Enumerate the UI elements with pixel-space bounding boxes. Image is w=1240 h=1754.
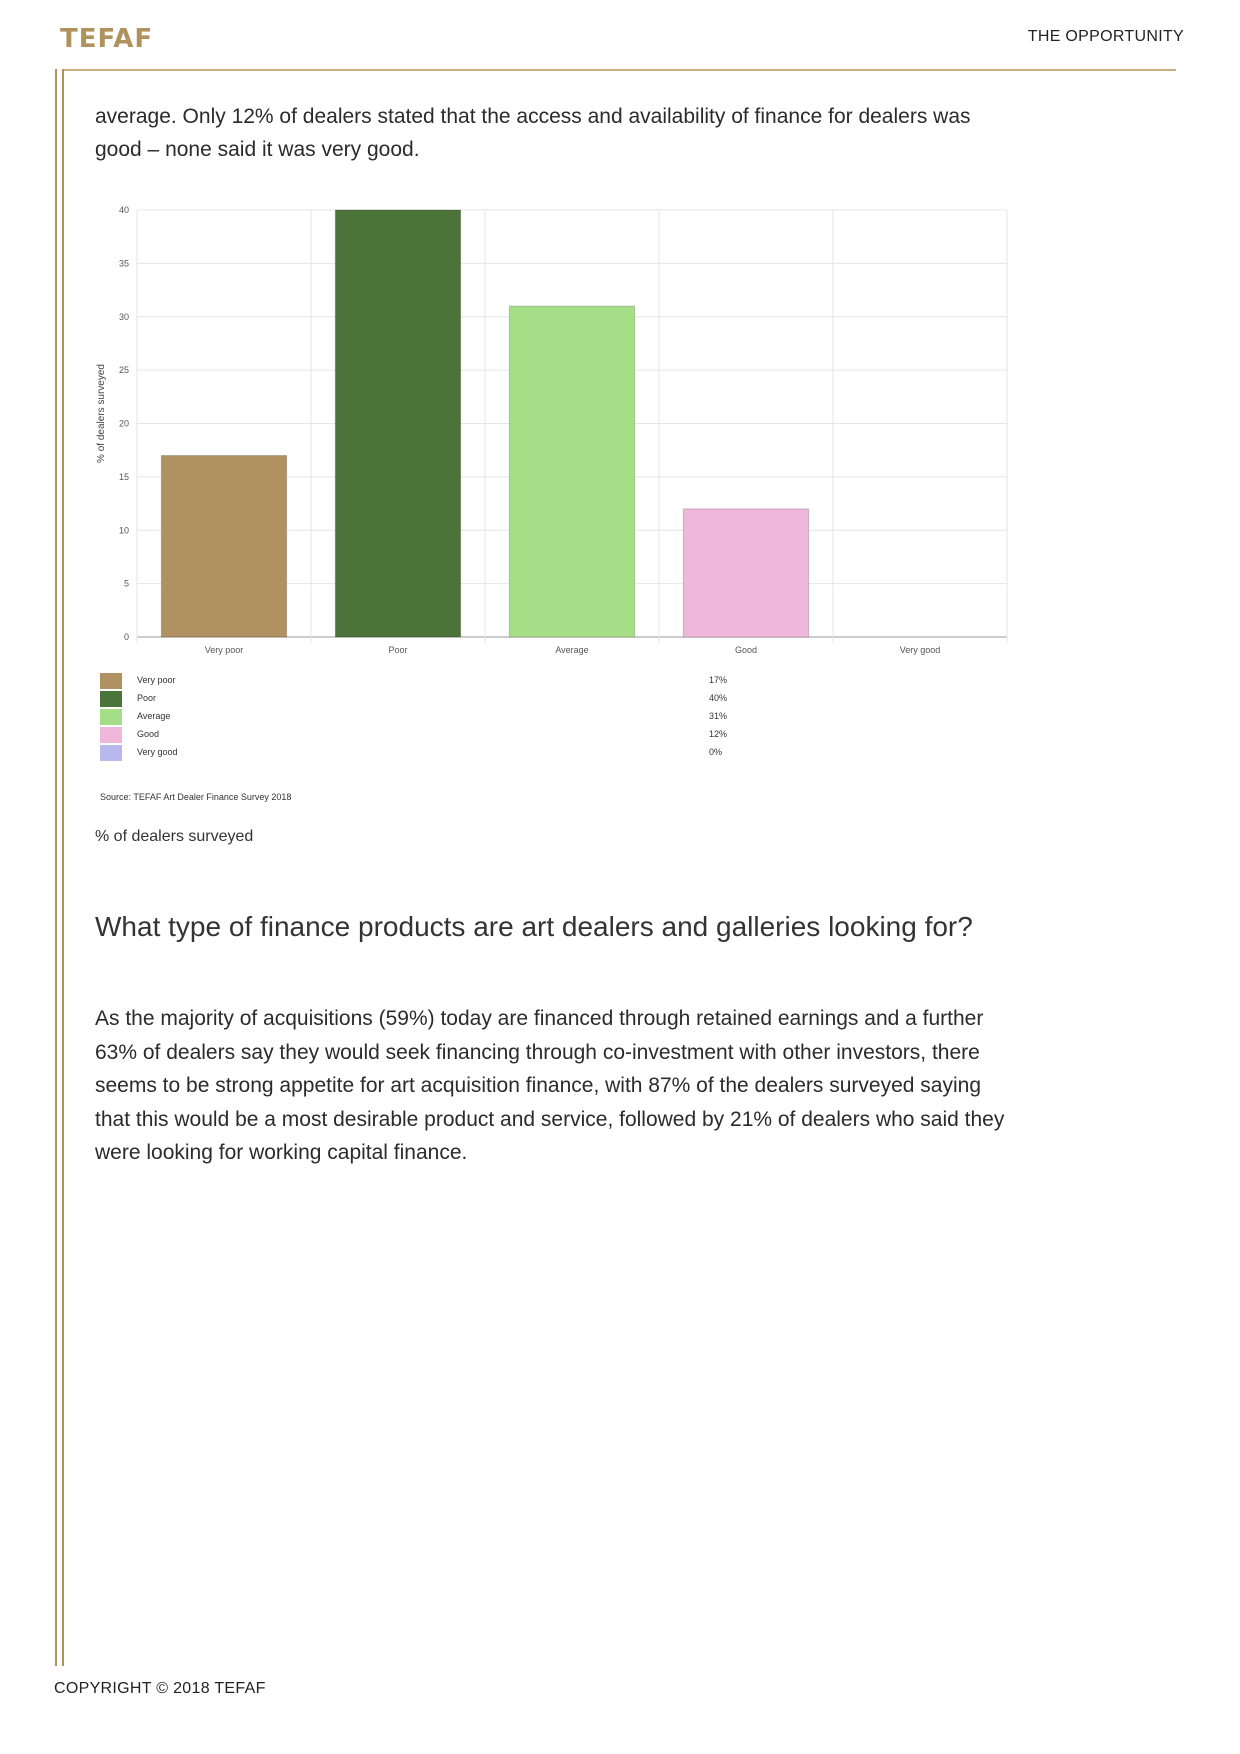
legend-value: 17%: [709, 675, 728, 685]
header-divider: [64, 69, 1176, 71]
chart-caption: % of dealers surveyed: [95, 828, 254, 845]
legend-item: Very poor 17%: [100, 673, 800, 691]
legend-item: Average 31%: [100, 709, 800, 727]
legend-item: Very good 0%: [100, 745, 800, 763]
legend-value: 40%: [709, 693, 728, 703]
chart-legend: Very poor 17% Poor 40% Average 31% Good …: [100, 673, 800, 763]
y-tick-label: 10: [119, 525, 129, 535]
footer-copyright: COPYRIGHT © 2018 TEFAF: [54, 1680, 266, 1697]
bar-chart-svg: 0 5 10 15 20 25 30 35 40 Very poor Poor Average Good…: [96, 205, 1008, 655]
legend-label: Very poor: [137, 675, 176, 685]
legend-label: Average: [137, 711, 171, 721]
legend-swatch: [100, 673, 122, 689]
x-tick-label: Very good: [900, 645, 941, 655]
x-tick-label: Average: [555, 645, 588, 655]
bar: [508, 305, 636, 638]
bar: [682, 508, 810, 638]
x-tick-label: Good: [735, 645, 757, 655]
legend-swatch: [100, 691, 122, 707]
left-margin-rule-inner: [62, 69, 64, 1666]
legend-label: Poor: [137, 693, 157, 703]
legend-item: Good 12%: [100, 727, 800, 745]
legend-item: Poor 40%: [100, 691, 800, 709]
y-tick-label: 5: [124, 579, 129, 589]
chart-source: Source: TEFAF Art Dealer Finance Survey …: [100, 792, 292, 802]
y-axis-label: % of dealers surveyed: [96, 364, 107, 463]
lead-paragraph: average. Only 12% of dealers stated that…: [95, 105, 971, 161]
y-tick-label: 0: [124, 632, 129, 642]
section-heading: What type of finance products are art de…: [95, 911, 973, 942]
y-tick-label: 15: [119, 472, 129, 482]
legend-swatch: [100, 709, 122, 725]
x-tick-label: Poor: [388, 645, 407, 655]
y-tick-label: 20: [119, 419, 129, 429]
y-tick-label: 40: [119, 205, 129, 215]
legend-value: 12%: [709, 729, 728, 739]
bar: [160, 455, 288, 638]
legend-label: Very good: [137, 747, 178, 757]
body-paragraph: As the majority of acquisitions (59%) to…: [95, 1007, 1005, 1164]
y-tick-label: 25: [119, 365, 129, 375]
legend-label: Good: [137, 729, 160, 739]
bar: [334, 209, 462, 638]
legend-swatch: [100, 745, 122, 761]
legend-value: 31%: [709, 711, 728, 721]
y-tick-label: 35: [119, 258, 129, 268]
y-tick-label: 30: [119, 312, 129, 322]
finance-access-chart: 0 5 10 15 20 25 30 35 40 Very poor Poor Average Good…: [95, 200, 1015, 810]
legend-value: 0%: [709, 747, 723, 757]
intro-text: average. Only 12% of dealers stated that…: [95, 100, 1015, 166]
x-tick-label: Very poor: [205, 645, 244, 655]
tefaf-logo[interactable]: TEFAF: [60, 24, 154, 54]
section-label: THE OPPORTUNITY: [1027, 28, 1184, 45]
legend-swatch: [100, 727, 122, 743]
left-margin-rule: [55, 69, 57, 1666]
